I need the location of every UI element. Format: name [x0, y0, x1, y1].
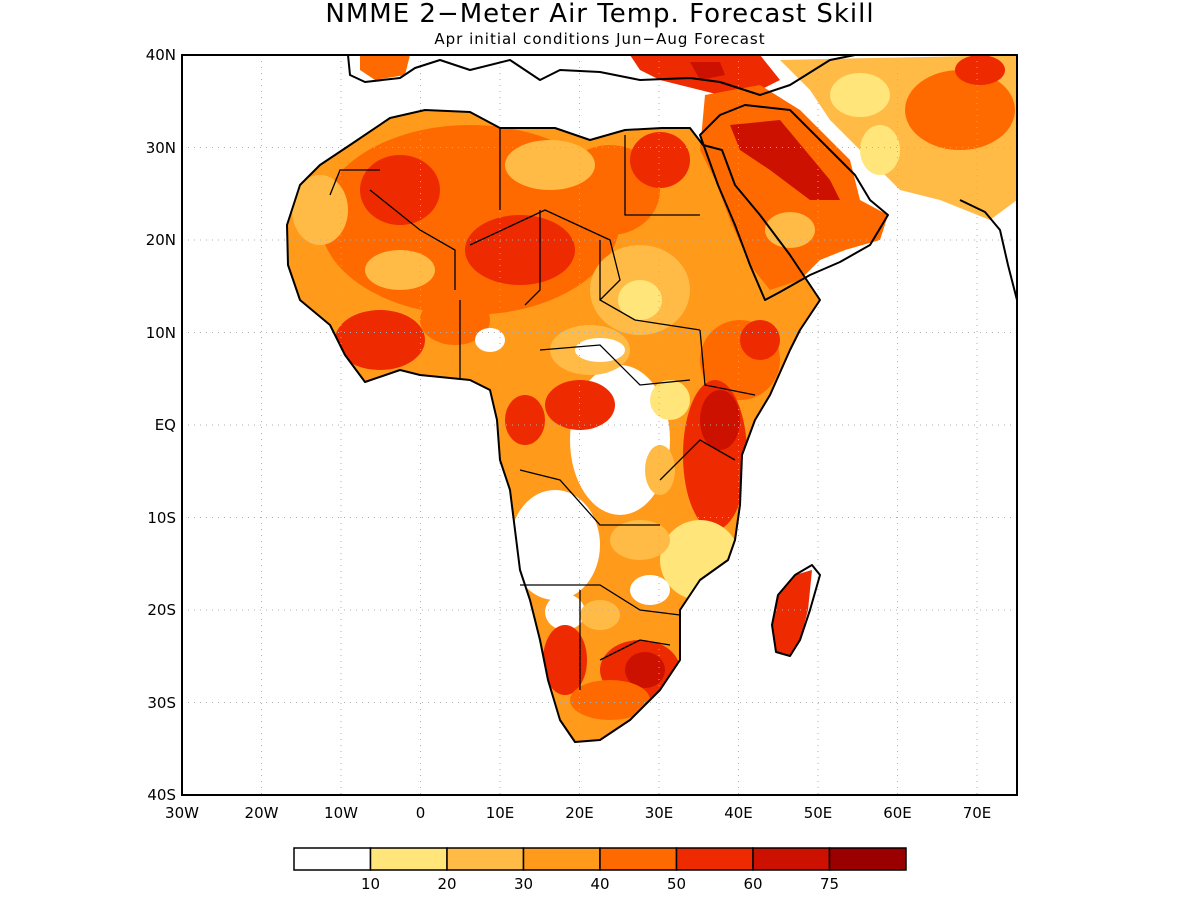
lon-tick-label: 70E [963, 804, 992, 822]
map-frame [181, 54, 1018, 796]
lat-tick-label: 40S [147, 786, 176, 804]
lon-tick-label: 60E [883, 804, 912, 822]
africa-coastline [286, 109, 821, 743]
lat-tick-label: 20N [146, 231, 176, 249]
iran-core [905, 70, 1015, 150]
coastlines [286, 55, 1017, 743]
lat-tick-label: EQ [155, 416, 176, 434]
lat-tick-label: 30S [147, 694, 176, 712]
europe-coastline [347, 55, 856, 96]
lon-tick-label: 20E [565, 804, 594, 822]
iberia-skill [360, 55, 410, 80]
colorbar-swatch [752, 847, 831, 871]
colorbar-label: 60 [743, 875, 762, 893]
lon-tick-label: 50E [804, 804, 833, 822]
lon-tick-label: 30E [645, 804, 674, 822]
lat-tick-label: 20S [147, 601, 176, 619]
lat-axis: 40N 30N 20N 10N EQ 10S 20S 30S 40S [146, 46, 176, 804]
colorbar-swatch [828, 847, 907, 871]
arabia-core [730, 120, 840, 200]
colorbar-swatch [293, 847, 372, 871]
colorbar: 10 20 30 40 50 60 75 [293, 847, 907, 893]
country-borders [329, 128, 756, 690]
lon-tick-label: 40E [724, 804, 753, 822]
india-coastline [959, 199, 1017, 301]
lon-tick-label: 20W [245, 804, 279, 822]
map-subtitle: Apr initial conditions Jun−Aug Forecast [434, 30, 765, 48]
lon-tick-label: 10W [324, 804, 358, 822]
arabia-low [765, 212, 815, 248]
lon-axis: 30W 20W 10W 0 10E 20E 30E 40E 50E 60E 70… [165, 804, 991, 822]
colorbar-swatch [675, 847, 754, 871]
colorbar-swatch [599, 847, 678, 871]
lat-tick-label: 10N [146, 324, 176, 342]
lon-tick-label: 10E [486, 804, 515, 822]
colorbar-label: 30 [514, 875, 533, 893]
lat-tick-label: 30N [146, 139, 176, 157]
central-asia-core [955, 55, 1005, 85]
colorbar-label: 40 [590, 875, 609, 893]
iran-low [830, 73, 890, 117]
colorbar-label: 10 [361, 875, 380, 893]
colorbar-swatch [369, 847, 448, 871]
skill-shading [182, 55, 1017, 795]
colorbar-label: 75 [820, 875, 839, 893]
lon-tick-label: 0 [416, 804, 426, 822]
arabia-coastline [699, 104, 889, 301]
iran-low-2 [860, 125, 900, 175]
colorbar-swatch [522, 847, 601, 871]
lon-tick-label: 30W [165, 804, 199, 822]
madagascar-skill [772, 570, 812, 655]
map-title: NMME 2−Meter Air Temp. Forecast Skill [325, 0, 874, 29]
lat-tick-label: 10S [147, 509, 176, 527]
colorbar-label: 50 [667, 875, 686, 893]
madagascar-coastline [771, 564, 821, 657]
colorbar-label: 20 [437, 875, 456, 893]
lat-tick-label: 40N [146, 46, 176, 64]
colorbar-swatch [446, 847, 525, 871]
turkey-core [690, 62, 725, 80]
